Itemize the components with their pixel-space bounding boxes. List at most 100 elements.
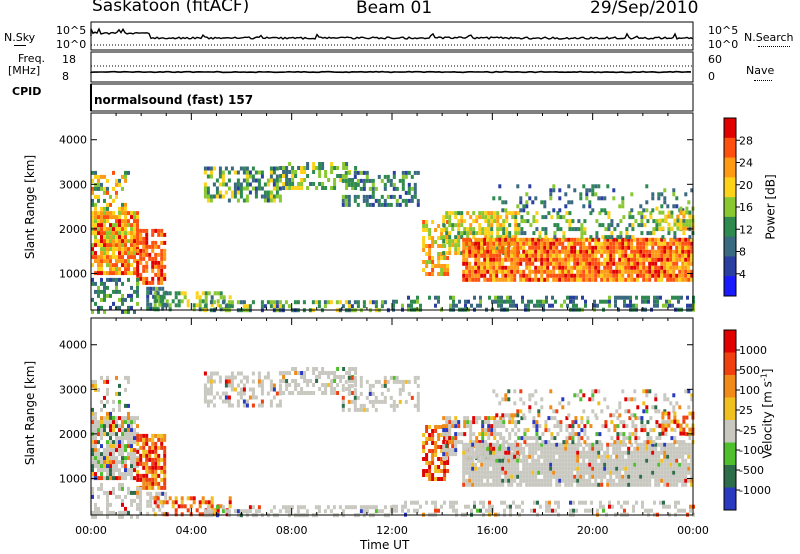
velocity-cell [585,462,589,467]
power-cell [121,186,124,191]
velocity-cell [626,500,629,505]
power-cell [507,277,511,282]
power-cell [637,223,641,228]
velocity-cell [582,466,586,471]
power-cell [368,300,372,305]
power-cell [673,231,677,236]
velocity-cell [637,416,641,421]
power-cell [501,261,505,266]
velocity-cell [658,432,662,437]
power-cell [624,241,628,246]
velocity-cell [442,428,446,433]
power-cell [471,245,475,250]
velocity-cell [616,436,620,441]
power-cell [154,244,158,249]
velocity-cell [534,482,538,487]
power-cell [570,265,574,270]
power-cell [103,231,106,236]
power-cell [115,194,118,199]
power-cell [570,241,574,246]
velocity-cell [163,465,167,470]
power-cell [549,241,553,246]
velocity-cell [269,403,273,408]
power-cell [534,249,538,254]
power-cell [609,277,613,282]
power-cell [160,232,164,237]
power-cell [495,253,499,258]
power-cell [112,255,115,260]
velocity-cell [227,399,231,404]
power-cell [678,253,682,258]
power-cell [174,291,178,296]
power-cell [218,182,222,187]
power-cell [133,267,136,272]
velocity-cell [468,454,472,459]
velocity-cell [546,474,550,479]
velocity-cell [658,436,662,441]
power-cell [594,192,598,197]
velocity-cell [121,420,124,425]
power-cell [317,304,321,309]
power-cell [672,261,676,266]
velocity-cell [103,403,106,408]
power-cell [251,186,255,191]
velocity-cell [251,379,255,384]
power-cell [682,226,686,231]
power-cell [570,237,574,242]
power-cell [621,237,625,242]
power-cell [440,244,444,248]
power-cell [618,241,622,246]
velocity-cell [583,428,587,433]
power-cell [425,220,429,224]
power-cell [115,281,118,286]
power-cell [645,249,649,254]
power-cell [640,223,644,228]
velocity-cell [468,458,472,463]
power-cell [487,227,491,232]
velocity-cell [465,450,469,455]
velocity-cell [664,427,668,432]
power-cell [222,295,226,300]
power-cell [679,218,683,223]
power-cell [513,269,517,274]
power-cell [151,280,155,285]
velocity-cell [630,458,634,463]
power-cell [684,277,688,282]
power-cell [434,303,437,308]
velocity-cell [545,504,548,509]
velocity-cell [504,397,508,402]
velocity-cell [392,379,396,384]
velocity-cell [156,504,160,509]
power-cell [91,211,94,216]
velocity-cell [91,407,94,412]
velocity-cell [97,452,100,457]
velocity-cell [630,450,634,455]
power-cell [628,223,632,228]
power-cell [428,228,432,232]
velocity-cell [136,464,139,469]
velocity-cell [209,375,213,380]
velocity-cell [353,403,357,408]
power-cell [212,300,216,305]
power-cell [203,194,207,199]
velocity-cell [278,509,282,514]
velocity-cell [609,482,613,487]
velocity-cell [564,442,568,447]
power-cell [504,237,508,242]
power-cell [655,206,659,211]
velocity-cell [645,458,649,463]
velocity-cell [312,371,316,375]
velocity-cell [507,397,511,402]
power-cell [161,286,165,291]
power-cell [537,277,541,282]
velocity-cell [514,432,518,437]
velocity-cell [534,458,538,463]
velocity-cell [431,433,435,437]
power-cell [645,273,649,278]
velocity-cell [118,444,121,449]
power-cell [567,245,571,250]
velocity-cell [474,462,478,467]
power-cell [633,237,637,242]
velocity-cell [599,504,602,509]
power-cell [519,273,523,278]
